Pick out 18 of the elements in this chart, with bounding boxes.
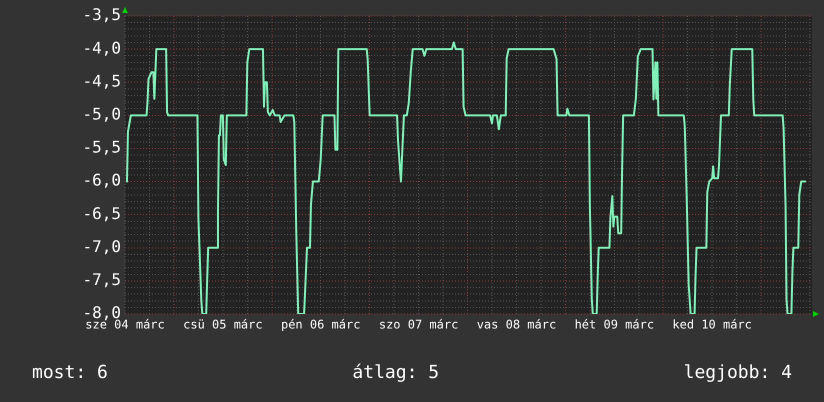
y-tick-label: -3,5 [82,5,121,24]
y-tick-label: -6,0 [82,170,121,190]
y-tick-label: -5,5 [82,138,121,157]
x-tick-label: szo 07 márc [378,317,458,332]
y-tick-label: -7,5 [82,270,121,290]
x-tick-label: vas 08 márc [476,317,556,332]
x-tick-label: csü 05 márc [183,317,263,332]
x-tick-label: pén 06 márc [280,317,360,332]
text: átlag: 5 [352,362,440,383]
y-tick-label: -5,0 [82,104,121,124]
x-tick-label: ked 10 márc [672,317,752,332]
y-tick-label: -6,5 [82,204,121,223]
text: most: 6 [32,362,108,383]
y-tick-label: -7,0 [82,236,121,256]
text: legjobb: 4 [684,362,792,383]
x-tick-label: hét 09 márc [574,317,654,332]
y-tick-label: -4,0 [82,38,121,58]
y-tick-label: -4,5 [82,71,121,90]
